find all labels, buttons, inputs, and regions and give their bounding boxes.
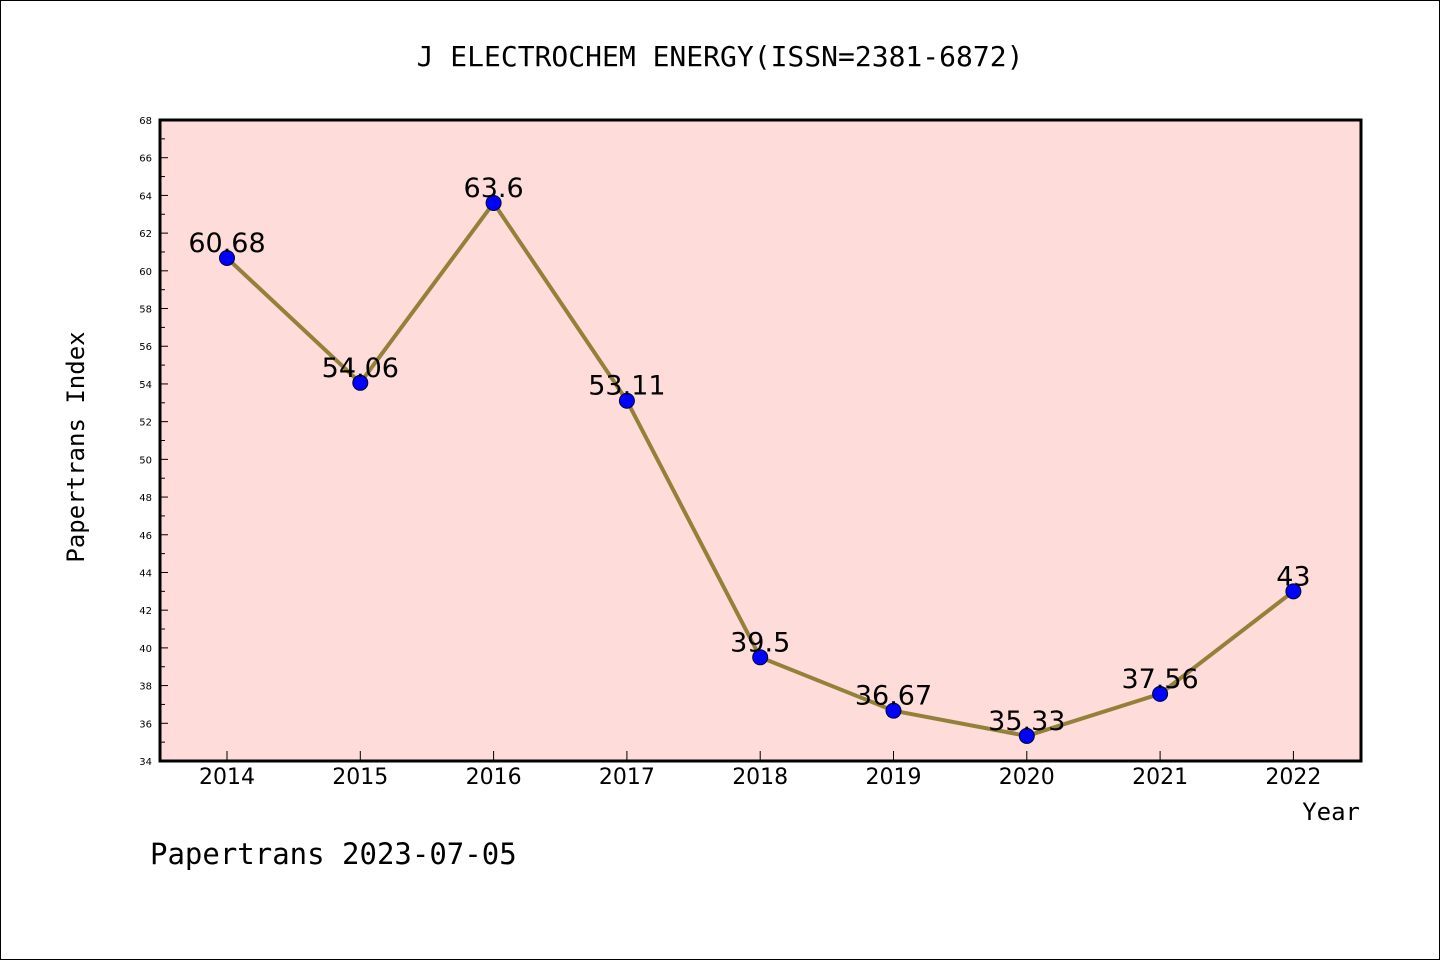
y-tick-label: 54 <box>139 380 152 391</box>
y-tick-label: 64 <box>139 191 152 202</box>
x-axis-label: Year <box>1302 798 1360 826</box>
data-label: 43 <box>1276 561 1310 592</box>
data-point <box>1152 685 1169 702</box>
footer-text: Papertrans 2023-07-05 <box>150 837 517 871</box>
y-axis-label: Papertrans Index <box>62 331 90 562</box>
data-point <box>352 374 369 391</box>
y-tick-label: 36 <box>139 719 152 730</box>
data-point <box>219 250 235 267</box>
y-tick-label: 68 <box>139 116 152 127</box>
data-markers <box>219 194 1302 744</box>
x-tick-label: 2016 <box>466 765 522 790</box>
y-tick-label: 56 <box>139 342 152 353</box>
y-tick-label: 60 <box>139 267 152 278</box>
x-tick-label: 2019 <box>866 765 922 790</box>
y-tick-label: 44 <box>139 568 152 579</box>
x-tick-label: 2020 <box>999 765 1055 790</box>
data-label: 36.67 <box>855 681 932 712</box>
data-point <box>1285 583 1302 600</box>
data-point <box>485 194 502 211</box>
data-label: 60.68 <box>188 228 265 259</box>
data-label: 53.11 <box>588 371 665 402</box>
x-tick-label: 2017 <box>599 765 655 790</box>
x-tick-label: 2015 <box>332 765 388 790</box>
data-label: 37.56 <box>1121 664 1198 695</box>
x-tick-label: 2022 <box>1265 765 1321 790</box>
data-point <box>885 702 902 719</box>
y-tick-label: 46 <box>139 531 152 542</box>
y-tick-label: 40 <box>139 644 152 655</box>
y-tick-label: 66 <box>139 154 152 165</box>
y-axis: 34 36 38 40 42 44 46 48 50 52 54 56 58 60 62 64 66 68 <box>139 116 168 768</box>
y-tick-label: 62 <box>139 229 152 240</box>
data-label: 39.5 <box>730 627 790 658</box>
y-tick-label: 38 <box>139 682 152 693</box>
x-tick-label: 2018 <box>732 765 788 790</box>
data-point <box>618 392 635 409</box>
data-label: 54.06 <box>322 353 399 384</box>
y-tick-label: 50 <box>139 455 152 466</box>
x-axis: 2014 2015 2016 2017 2018 2019 2020 2021 2022 <box>199 751 1321 790</box>
y-tick-label: 42 <box>139 606 152 617</box>
chart-title: J ELECTROCHEM ENERGY(ISSN=2381-6872) <box>417 40 1024 73</box>
x-tick-label: 2021 <box>1132 765 1188 790</box>
data-labels: 60.68 54.06 63.6 53.11 39.5 36.67 35.33 37.56 43 <box>188 173 1310 737</box>
y-tick-label: 48 <box>139 493 152 504</box>
x-tick-label: 2014 <box>199 765 255 790</box>
data-point <box>752 649 769 666</box>
y-tick-label: 58 <box>139 305 152 316</box>
y-tick-label: 52 <box>139 418 152 429</box>
data-label: 35.33 <box>988 706 1065 737</box>
data-point <box>1018 727 1035 744</box>
y-tick-label: 34 <box>139 757 152 768</box>
data-label: 63.6 <box>464 173 524 204</box>
